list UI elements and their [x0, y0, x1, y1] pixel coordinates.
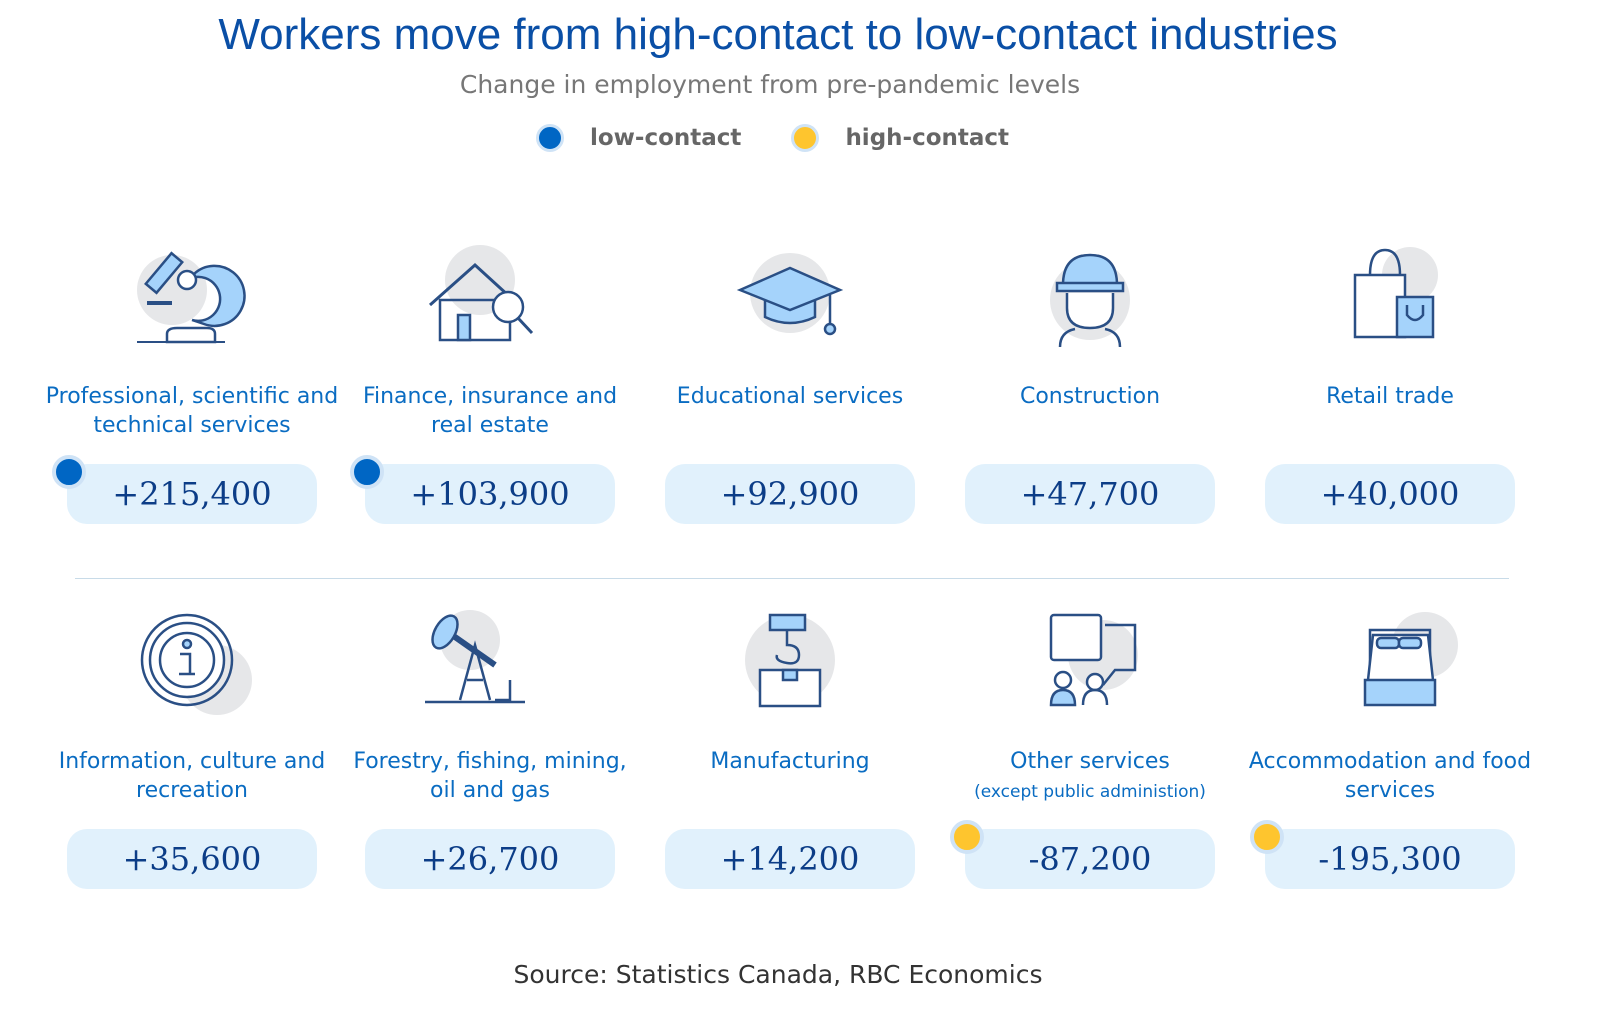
employment-change-value: +14,200: [665, 829, 915, 889]
industry-name: Educational services: [676, 384, 904, 409]
industry-label: Manufacturing: [640, 747, 940, 776]
low-contact-dot-icon: [350, 455, 384, 489]
page-title: Workers move from high-contact to low-co…: [218, 10, 1338, 59]
high-contact-dot-icon: [791, 124, 820, 152]
bed-icon: [1315, 610, 1465, 720]
industry-name: Retail trade: [1326, 384, 1454, 409]
low-contact-dot-icon: [536, 124, 564, 152]
industry-name: Accommodation and food services: [1248, 749, 1532, 803]
divider: [75, 578, 1509, 579]
employment-change-value: +40,000: [1265, 464, 1515, 524]
microscope-icon: [117, 245, 267, 355]
oil-pump-icon: [415, 610, 565, 720]
high-contact-dot-icon: [950, 820, 984, 854]
employment-change-value: +215,400: [52, 455, 317, 524]
industry-name: Construction: [1019, 384, 1161, 409]
value-text: +40,000: [1320, 475, 1460, 513]
value-text: +26,700: [420, 840, 560, 878]
industry-name: Forestry, fishing, mining, oil and gas: [353, 749, 627, 803]
industry-name: Finance, insurance and real estate: [362, 384, 618, 438]
industry-label: Retail trade: [1240, 382, 1540, 411]
industry-label: Professional, scientific and technical s…: [42, 382, 342, 440]
source-note: Source: Statistics Canada, RBC Economics: [513, 960, 1043, 989]
house-magnifier-icon: [415, 245, 565, 355]
legend-label: high-contact: [845, 125, 1010, 151]
shopping-bag-icon: [1315, 245, 1465, 355]
subtitle: Change in employment from pre-pandemic l…: [459, 70, 1081, 99]
employment-change-value: -87,200: [950, 820, 1215, 889]
legend-item-low-contact: low-contact: [536, 124, 741, 152]
value-text: +92,900: [720, 475, 860, 513]
value-text: +103,900: [410, 475, 570, 513]
industry-label: Accommodation and food services: [1240, 747, 1540, 805]
industry-label: Educational services: [640, 382, 940, 411]
industry-note: (except public administion): [974, 782, 1206, 802]
crane-hook-box-icon: [715, 610, 865, 720]
industry-label: Forestry, fishing, mining, oil and gas: [340, 747, 640, 805]
employment-change-value: -195,300: [1250, 820, 1515, 889]
info-icon: [117, 610, 267, 720]
industry-label: Finance, insurance and real estate: [340, 382, 640, 440]
industry-label: Construction: [940, 382, 1240, 411]
employment-change-value: +103,900: [350, 455, 615, 524]
legend: low-contact high-contact: [536, 124, 1045, 152]
value-text: +215,400: [112, 475, 272, 513]
industry-label: Other services (except public administion…: [940, 747, 1240, 807]
value-text: -87,200: [1028, 840, 1152, 878]
employment-change-value: +92,900: [665, 464, 915, 524]
industry-name: Other services: [1010, 749, 1170, 774]
employment-change-value: +47,700: [965, 464, 1215, 524]
graduation-cap-icon: [715, 245, 865, 355]
employment-change-value: +26,700: [365, 829, 615, 889]
chat-people-icon: [1015, 610, 1165, 720]
industry-name: Information, culture and recreation: [58, 749, 326, 803]
employment-change-value: +35,600: [67, 829, 317, 889]
high-contact-dot-icon: [1250, 820, 1284, 854]
industry-label: Information, culture and recreation: [42, 747, 342, 805]
industry-name: Manufacturing: [710, 749, 870, 774]
low-contact-dot-icon: [52, 455, 86, 489]
value-text: +14,200: [720, 840, 860, 878]
industry-name: Professional, scientific and technical s…: [45, 384, 339, 438]
value-text: -195,300: [1318, 840, 1462, 878]
legend-item-high-contact: high-contact: [791, 124, 1009, 152]
legend-label: low-contact: [590, 125, 742, 151]
value-text: +35,600: [122, 840, 262, 878]
value-text: +47,700: [1020, 475, 1160, 513]
hard-hat-worker-icon: [1015, 245, 1165, 355]
